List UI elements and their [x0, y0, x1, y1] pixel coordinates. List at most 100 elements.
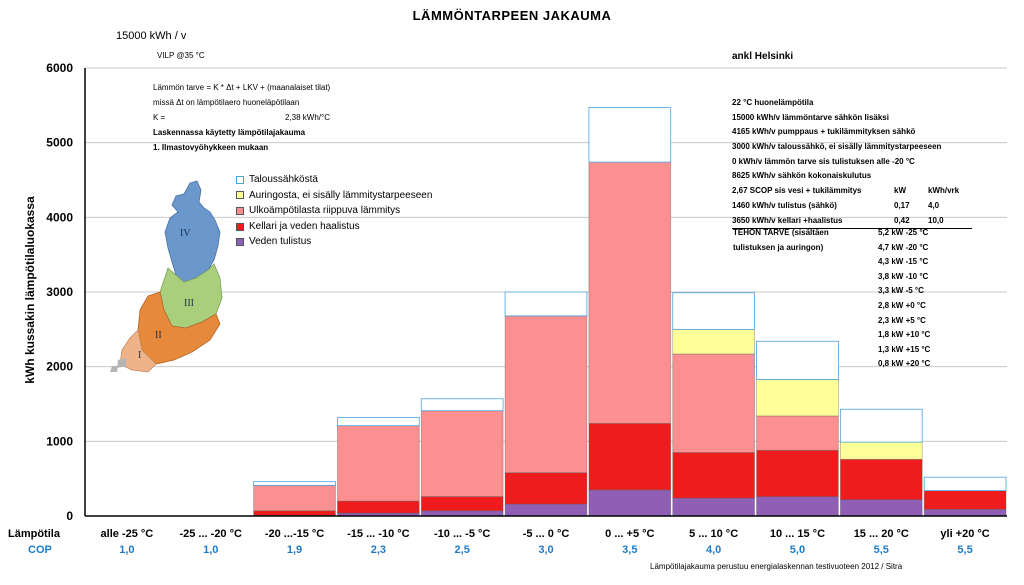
- power-demand-row: 1,8 kW +10 °C: [878, 330, 931, 340]
- legend-swatch: [236, 175, 244, 184]
- x-category-label: yli +20 °C: [940, 528, 990, 540]
- map-label-iii: III: [184, 298, 194, 309]
- power-demand-row: 0,8 kW +20 °C: [878, 359, 931, 369]
- bar-segment-talouss-hk-st-: [337, 417, 420, 427]
- cop-value: 3,0: [538, 544, 554, 556]
- info-line: 8625 kWh/v sähkön kokonaiskulutus: [732, 171, 872, 181]
- chart-title: LÄMMÖNTARPEEN JAKAUMA: [412, 8, 612, 23]
- info-line: 22 °C huonelämpötila: [732, 98, 814, 107]
- cop-value: 2,5: [454, 544, 470, 556]
- legend-label: Kellari ja veden haalistus: [249, 220, 360, 232]
- bar-segment-ulko-mp-tilasta-riippuva-l-mmitys: [420, 410, 504, 497]
- y-tick-label: 2000: [46, 360, 73, 374]
- legend-item: Kellari ja veden haalistus: [236, 219, 432, 235]
- info-table-kwh: 4,0: [928, 200, 940, 210]
- bar-segment-ulko-mp-tilasta-riippuva-l-mmitys: [504, 315, 588, 474]
- power-demand-row: 2,3 kW +5 °C: [878, 315, 926, 325]
- legend-swatch: [236, 222, 244, 231]
- vilp-label: VILP @35 °C: [157, 51, 205, 60]
- cop-value: 1,0: [119, 544, 135, 556]
- info-block: 22 °C huonelämpötila 15000 kWh/v lämmönt…: [732, 96, 972, 230]
- y-tick-label: 0: [66, 509, 73, 523]
- power-demand-row: 5,2 kW -25 °C: [878, 228, 929, 237]
- formula-line: Lämmön tarve = K * Δt + LKV + (maanalais…: [153, 83, 331, 92]
- legend-label: Ulkoämpötilasta riippuva lämmitys: [249, 205, 401, 217]
- map-label-i: I: [138, 350, 141, 361]
- x-category-label: 0 ... +5 °C: [605, 528, 655, 540]
- bar-segment-talouss-hk-st-: [839, 408, 923, 443]
- info-line: 4165 kWh/v pumppaus + tukilämmityksen sä…: [732, 127, 916, 137]
- formula-line: 1. Ilmastovyöhykkeen mukaan: [153, 143, 269, 152]
- power-demand-row: 3,3 kW -5 °C: [878, 286, 924, 296]
- cop-row-label: COP: [28, 544, 52, 556]
- bar-segment-talouss-hk-st-: [420, 398, 504, 412]
- power-demand-row: 2,8 kW +0 °C: [878, 300, 926, 310]
- x-category-label: -15 ... -10 °C: [347, 528, 410, 540]
- map-archipelago: [110, 358, 126, 372]
- bar-segment-talouss-hk-st-: [672, 292, 755, 330]
- bar-segment-ulko-mp-tilasta-riippuva-l-mmitys: [253, 484, 336, 512]
- formula-line: missä Δt on lämpötilaero huoneläpötilaan: [153, 98, 300, 107]
- legend-swatch: [236, 238, 244, 247]
- k-value: 2,38 kWh/°C: [285, 113, 330, 122]
- x-category-label: -25 ... -20 °C: [179, 528, 242, 540]
- bar-segment-kellari-ja-veden-haalistus: [756, 449, 839, 497]
- cop-value: 1,9: [286, 544, 303, 556]
- y-axis-label: kWh kussakin lämpötilaluokassa: [23, 196, 37, 384]
- y-tick-label: 1000: [46, 434, 73, 448]
- legend-item: Veden tulistus: [236, 234, 432, 250]
- legend-swatch: [236, 206, 244, 215]
- cop-value: 3,5: [622, 544, 638, 556]
- legend-label: Auringosta, ei sisälly lämmitystarpeesee…: [249, 189, 433, 201]
- bar-segment-ulko-mp-tilasta-riippuva-l-mmitys: [337, 425, 420, 502]
- cop-value: 1,0: [203, 544, 219, 556]
- cop-value: 5,5: [873, 544, 889, 556]
- info-table-row: 1460 kWh/v tulistus (sähkö) 0,17 4,0: [732, 199, 972, 214]
- y-tick-label: 5000: [46, 136, 73, 150]
- power-demand-heading: TEHON TARVE (sisältäen tulistuksen ja au…: [733, 226, 829, 255]
- map-zone-i: [119, 329, 157, 373]
- x-category-label: alle -25 °C: [100, 528, 154, 540]
- legend-item: Taloussähköstä: [236, 172, 432, 188]
- cop-value: 2,3: [370, 544, 387, 556]
- x-category-label: -10 ... -5 °C: [433, 528, 491, 540]
- source-note: Lämpötilajakauma perustuu energialaskenn…: [650, 562, 903, 571]
- legend-item: Auringosta, ei sisälly lämmitystarpeesee…: [236, 188, 432, 204]
- bar-segment-veden-tulistus: [588, 489, 672, 517]
- info-table-label: 3650 kWh/v kellari +haalistus: [732, 215, 843, 225]
- bar-segment-kellari-ja-veden-haalistus: [588, 423, 672, 491]
- x-category-label: 10 ... 15 °C: [769, 528, 826, 540]
- y-tick-label: 4000: [46, 210, 73, 224]
- legend-swatch: [236, 191, 244, 200]
- bar-segment-talouss-hk-st-: [504, 291, 588, 317]
- x-category-label: 15 ... 20 °C: [853, 528, 909, 540]
- temperature-row-label: Lämpötila: [8, 528, 60, 540]
- bars: [253, 107, 1007, 517]
- info-table-row: 2,67 SCOP sis vesi + tukilämmitys kW kWh/v…: [732, 184, 972, 199]
- power-demand-table: 5,2 kW -25 °C 4,7 kW -20 °C 4,3 kW -15 °…: [878, 226, 930, 372]
- k-label: K =: [153, 113, 166, 122]
- formula-line: Laskennassa käytetty lämpötilajakauma: [153, 128, 306, 137]
- bar-segment-kellari-ja-veden-haalistus: [672, 452, 755, 499]
- info-table-kwh: kWh/vrk: [928, 186, 960, 196]
- bar-segment-talouss-hk-st-: [756, 340, 839, 380]
- info-line: 15000 kWh/v lämmöntarve sähkön lisäksi: [732, 112, 889, 122]
- bar-segment-auringosta-ei-sis-lly-l-mmitystarpeeseen: [756, 378, 839, 417]
- legend-label: Veden tulistus: [249, 236, 312, 248]
- info-table-kw: 0,17: [894, 200, 910, 210]
- bar-segment-ulko-mp-tilasta-riippuva-l-mmitys: [672, 353, 755, 453]
- power-demand-row: 3,8 kW -10 °C: [878, 271, 929, 281]
- chart-legend: Taloussähköstä Auringosta, ei sisälly lä…: [236, 172, 432, 250]
- cop-value: 4,0: [705, 544, 722, 556]
- y-tick-label: 6000: [46, 61, 73, 75]
- map-label-ii: II: [155, 330, 162, 341]
- bar-segment-talouss-hk-st-: [253, 481, 336, 486]
- power-demand-line: TEHON TARVE (sisältäen: [733, 228, 829, 237]
- power-demand-line: tulistuksen ja auringon): [733, 242, 824, 252]
- x-category-label: -20 ...-15 °C: [264, 528, 325, 540]
- legend-label: Taloussähköstä: [249, 174, 318, 185]
- bar-segment-ulko-mp-tilasta-riippuva-l-mmitys: [588, 161, 672, 424]
- bar-segment-talouss-hk-st-: [923, 476, 1007, 492]
- annual-consumption: 15000 kWh / v: [116, 30, 187, 42]
- bar-segment-kellari-ja-veden-haalistus: [337, 500, 420, 514]
